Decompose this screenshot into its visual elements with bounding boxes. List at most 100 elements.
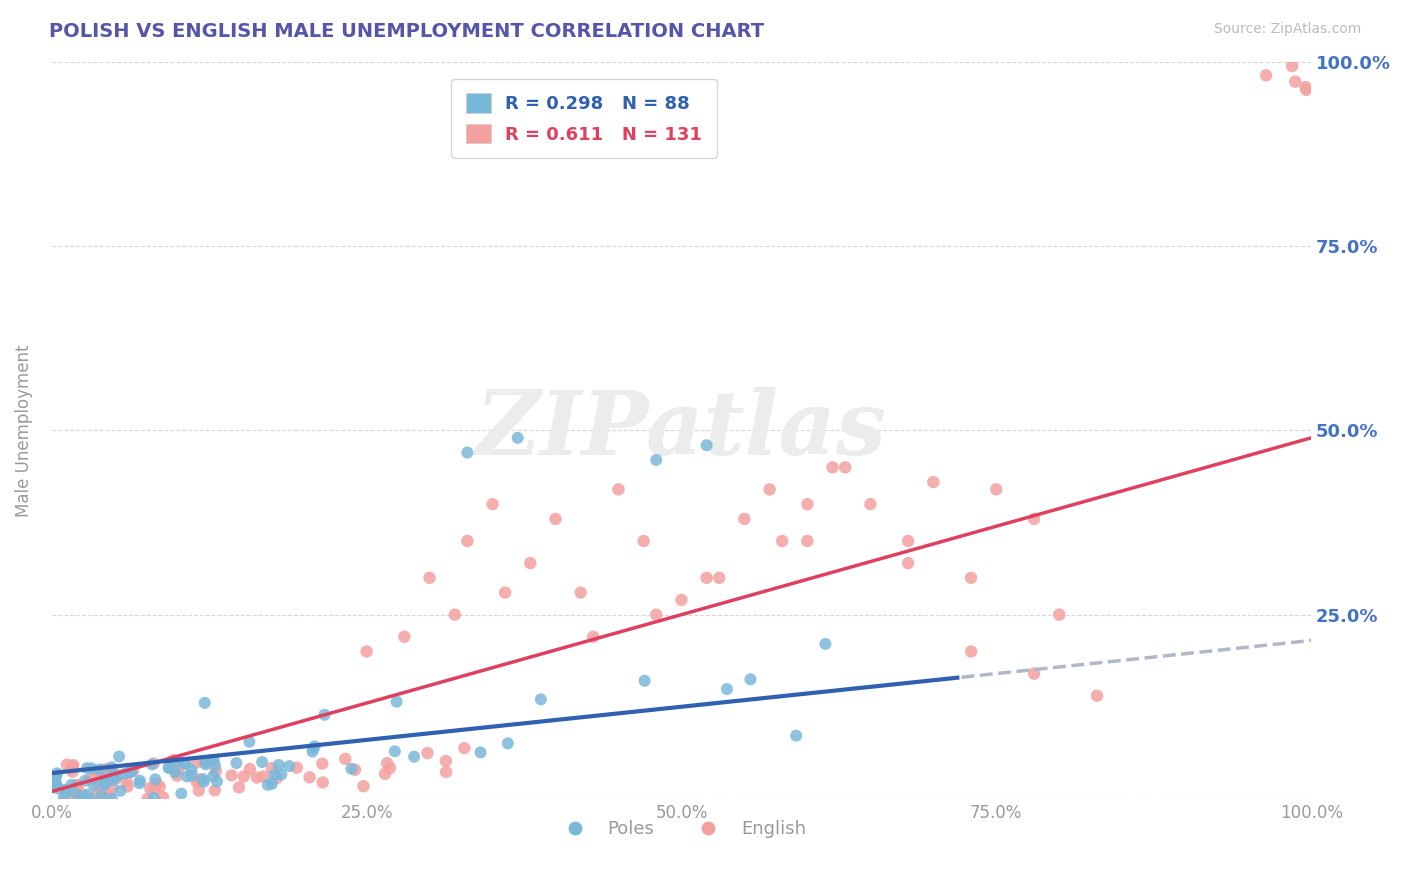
Point xyxy=(66,778,89,792)
Point xyxy=(202,769,225,783)
Point xyxy=(256,778,278,792)
Point xyxy=(311,756,333,771)
Point xyxy=(80,772,103,786)
Point xyxy=(443,607,465,622)
Point xyxy=(101,792,124,806)
Point xyxy=(110,784,132,798)
Point xyxy=(770,533,793,548)
Point xyxy=(105,768,128,782)
Point xyxy=(340,762,363,776)
Point xyxy=(136,792,159,806)
Point xyxy=(141,757,163,772)
Point xyxy=(56,757,79,772)
Point xyxy=(91,766,114,780)
Point xyxy=(90,783,112,797)
Point xyxy=(301,745,323,759)
Point xyxy=(193,772,215,787)
Point xyxy=(375,756,398,771)
Point xyxy=(142,756,165,771)
Point xyxy=(239,762,262,776)
Point xyxy=(696,571,718,585)
Point xyxy=(404,749,426,764)
Point xyxy=(796,533,818,548)
Point xyxy=(960,644,983,658)
Point xyxy=(173,756,195,770)
Point xyxy=(94,777,117,791)
Point xyxy=(194,755,217,769)
Point xyxy=(93,789,115,803)
Point xyxy=(922,475,945,489)
Point xyxy=(45,769,67,783)
Point xyxy=(252,769,274,783)
Point xyxy=(456,445,478,459)
Point xyxy=(42,777,65,791)
Point xyxy=(41,780,63,795)
Point xyxy=(716,681,738,696)
Point xyxy=(90,789,112,803)
Point xyxy=(1022,512,1045,526)
Point xyxy=(470,745,492,759)
Point xyxy=(58,790,80,805)
Point xyxy=(250,755,273,769)
Point xyxy=(118,765,141,780)
Point xyxy=(94,776,117,790)
Point xyxy=(46,781,69,796)
Point xyxy=(83,778,105,792)
Point xyxy=(204,758,226,772)
Point xyxy=(394,630,416,644)
Point xyxy=(696,438,718,452)
Point xyxy=(1295,83,1317,97)
Point xyxy=(62,764,84,779)
Point xyxy=(143,781,166,796)
Point xyxy=(1047,607,1070,622)
Point xyxy=(180,763,202,777)
Point xyxy=(157,761,180,775)
Point xyxy=(202,753,225,767)
Point xyxy=(897,533,920,548)
Point xyxy=(481,497,503,511)
Point xyxy=(260,777,283,791)
Point xyxy=(101,760,124,774)
Point xyxy=(60,778,83,792)
Point xyxy=(312,775,335,789)
Point xyxy=(72,792,94,806)
Point xyxy=(859,497,882,511)
Point xyxy=(62,758,84,772)
Point xyxy=(496,736,519,750)
Point xyxy=(97,788,120,802)
Point xyxy=(278,759,301,773)
Point xyxy=(260,761,283,775)
Point xyxy=(298,770,321,784)
Point xyxy=(187,783,209,797)
Point xyxy=(270,767,292,781)
Point xyxy=(569,585,592,599)
Point xyxy=(353,779,375,793)
Point xyxy=(188,772,211,787)
Y-axis label: Male Unemployment: Male Unemployment xyxy=(15,344,32,516)
Point xyxy=(145,776,167,790)
Point xyxy=(1284,75,1306,89)
Point xyxy=(607,483,630,497)
Point xyxy=(986,483,1008,497)
Point xyxy=(796,497,818,511)
Point xyxy=(374,767,396,781)
Point xyxy=(142,791,165,805)
Point xyxy=(204,783,226,797)
Point xyxy=(174,756,197,771)
Text: Source: ZipAtlas.com: Source: ZipAtlas.com xyxy=(1213,22,1361,37)
Point xyxy=(128,776,150,790)
Point xyxy=(221,768,243,782)
Point xyxy=(70,787,93,801)
Point xyxy=(45,776,67,790)
Point xyxy=(101,780,124,795)
Point xyxy=(105,769,128,783)
Point xyxy=(519,556,541,570)
Point xyxy=(94,772,117,787)
Point xyxy=(834,460,856,475)
Point xyxy=(335,752,357,766)
Point xyxy=(66,778,89,792)
Point xyxy=(456,533,478,548)
Point xyxy=(44,772,66,786)
Point xyxy=(165,754,187,768)
Point xyxy=(101,768,124,782)
